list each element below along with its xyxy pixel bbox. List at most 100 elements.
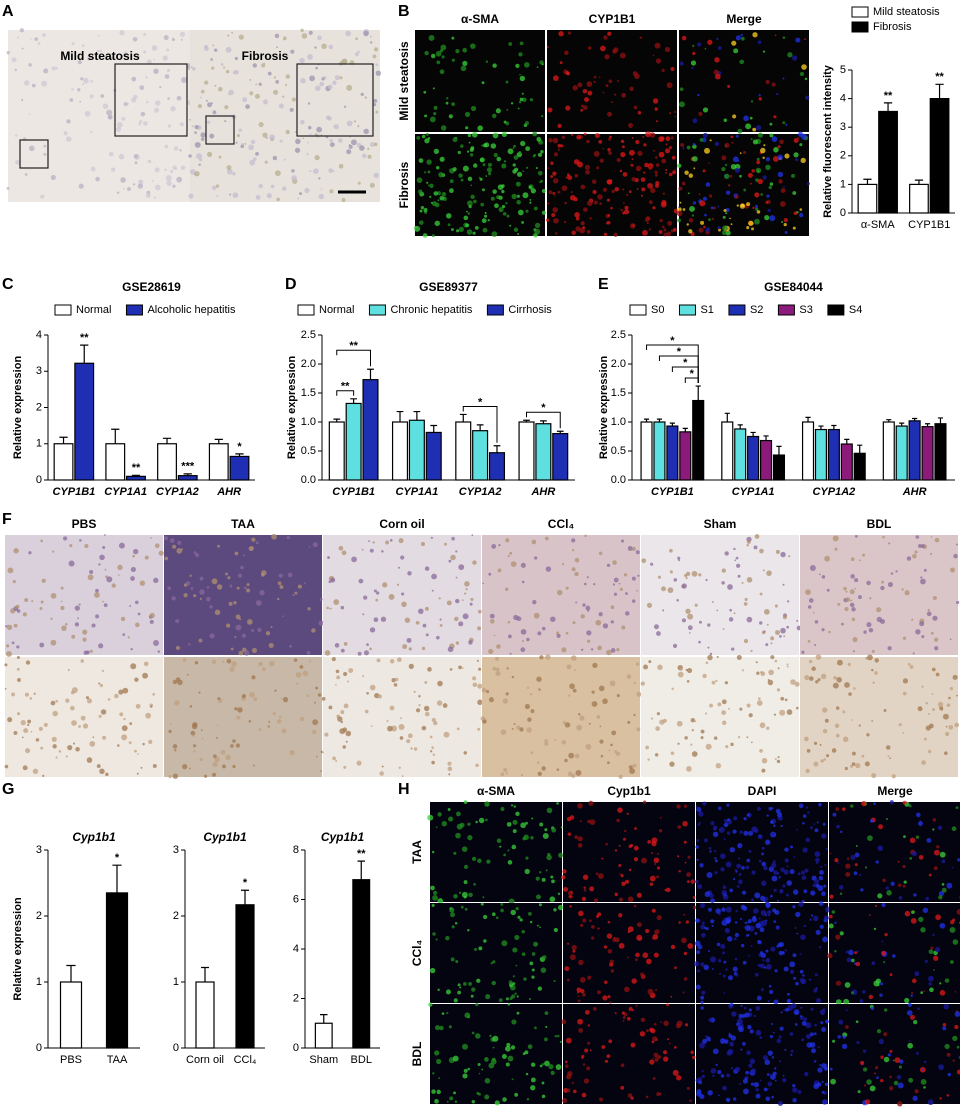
cell xyxy=(511,804,513,806)
cell xyxy=(42,33,46,37)
cell xyxy=(450,668,453,671)
cell xyxy=(709,704,713,708)
cell xyxy=(430,736,433,739)
x-tick-label: CYP1A1 xyxy=(732,486,775,498)
cell xyxy=(315,67,318,70)
cell xyxy=(536,894,541,899)
cell xyxy=(262,667,266,671)
cell xyxy=(589,886,594,891)
cell xyxy=(432,590,434,592)
x-tick-label: CYP1A2 xyxy=(812,486,855,498)
cell xyxy=(146,193,151,198)
cell xyxy=(641,1018,645,1022)
cell xyxy=(588,140,590,142)
cell xyxy=(724,209,727,212)
cell xyxy=(736,564,740,568)
cell xyxy=(122,688,128,694)
cell xyxy=(486,61,488,63)
cell xyxy=(792,905,795,908)
bar xyxy=(883,422,894,480)
cell xyxy=(289,645,292,648)
cell xyxy=(702,922,705,925)
legend-label: S4 xyxy=(849,304,862,316)
cell xyxy=(657,1055,661,1059)
cell xyxy=(302,137,304,139)
cell xyxy=(585,1010,590,1015)
cell xyxy=(786,865,788,867)
cell xyxy=(576,135,581,140)
cell xyxy=(850,600,852,602)
cell xyxy=(539,926,541,928)
cell xyxy=(467,229,473,235)
cell xyxy=(193,750,196,753)
cell xyxy=(897,1101,902,1106)
cell xyxy=(430,117,436,123)
cell xyxy=(382,582,387,587)
cell xyxy=(438,172,444,178)
cell xyxy=(150,620,154,624)
cell xyxy=(330,578,335,583)
cell xyxy=(275,170,281,176)
cell xyxy=(760,193,763,196)
cell xyxy=(864,1084,866,1086)
cell xyxy=(313,542,318,547)
cell xyxy=(209,134,214,139)
cell xyxy=(341,649,345,653)
cell xyxy=(726,907,732,913)
cell xyxy=(573,1090,577,1094)
legend-label: Chronic hepatitis xyxy=(390,304,472,316)
error-bar xyxy=(844,439,849,444)
cell xyxy=(30,697,33,700)
bar xyxy=(774,455,785,480)
cell xyxy=(750,117,753,120)
cell xyxy=(152,180,154,182)
cell xyxy=(793,856,795,858)
cell xyxy=(711,1068,717,1074)
cell xyxy=(440,619,442,621)
cell xyxy=(848,692,852,696)
cell xyxy=(678,921,680,923)
cell xyxy=(810,1042,816,1048)
cell xyxy=(334,124,339,129)
cell xyxy=(782,77,784,79)
cell xyxy=(556,631,559,634)
cell xyxy=(572,549,574,551)
cell xyxy=(247,619,253,625)
cell xyxy=(519,74,521,76)
cell xyxy=(442,55,445,58)
cell xyxy=(355,37,358,40)
cell xyxy=(939,982,941,984)
cell xyxy=(836,825,840,829)
cell xyxy=(400,717,402,719)
cell xyxy=(856,845,858,847)
cell xyxy=(361,93,364,96)
y-tick-label: 1 xyxy=(36,438,42,450)
cell xyxy=(618,864,621,867)
bar xyxy=(329,422,344,480)
cell xyxy=(41,600,44,603)
cell xyxy=(924,738,927,741)
cell xyxy=(296,672,302,678)
error-bar xyxy=(935,84,943,98)
cell xyxy=(520,98,524,102)
x-tick-label: CYP1A2 xyxy=(459,486,502,498)
cell xyxy=(68,669,70,671)
cell xyxy=(158,650,160,652)
cell xyxy=(684,952,687,955)
cell xyxy=(188,154,191,157)
y-tick-label: 1.5 xyxy=(301,387,316,399)
cell xyxy=(477,859,482,864)
cell xyxy=(751,169,754,172)
cell xyxy=(251,538,255,542)
cell xyxy=(824,864,826,866)
cell xyxy=(464,865,468,869)
cell xyxy=(790,970,794,974)
cell xyxy=(765,1097,770,1102)
cell xyxy=(329,706,333,710)
cell xyxy=(280,140,283,143)
y-tick-label: 1.0 xyxy=(301,416,316,428)
cell xyxy=(43,145,46,148)
cell xyxy=(788,555,790,557)
cell xyxy=(615,1012,617,1014)
cell xyxy=(451,957,455,961)
